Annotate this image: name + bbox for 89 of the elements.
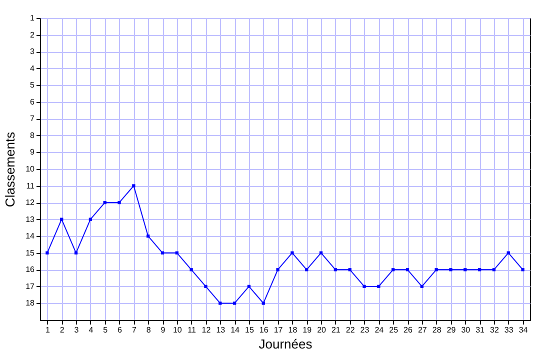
- x-tick-label: 15: [245, 326, 254, 334]
- point: [232, 302, 236, 305]
- point: [160, 251, 164, 254]
- x-tick-label: 11: [188, 326, 197, 334]
- x-tick-label: 17: [274, 326, 284, 334]
- point: [319, 251, 323, 254]
- point: [334, 268, 338, 272]
- y-tick-label: 2: [30, 30, 36, 40]
- x-tick-label: 26: [404, 326, 413, 334]
- y-tick-label: 7: [30, 114, 36, 124]
- point: [492, 268, 496, 272]
- x-tick-label: 21: [331, 326, 341, 334]
- x-tick-label: 10: [172, 326, 182, 334]
- x-tick-label: 2: [60, 326, 65, 334]
- y-tick-label: 3: [30, 47, 36, 56]
- x-tick-label: 30: [461, 326, 471, 334]
- point: [262, 302, 265, 305]
- point: [506, 251, 510, 254]
- point: [406, 268, 410, 272]
- x-tick-label: 33: [504, 326, 514, 334]
- point: [392, 268, 395, 272]
- x-tick-label: 28: [432, 326, 442, 334]
- point: [290, 251, 294, 254]
- y-tick-label: 15: [26, 248, 36, 258]
- y-tick-label: 17: [26, 282, 36, 291]
- x-tick-label: 12: [202, 326, 212, 334]
- x-tick-label: 14: [230, 326, 240, 334]
- y-tick-label: 6: [30, 97, 36, 106]
- y-tick-label: 13: [26, 214, 36, 224]
- x-tick-label: 4: [88, 326, 94, 334]
- point: [521, 268, 524, 272]
- point: [175, 251, 178, 254]
- x-tick-label: 27: [418, 326, 428, 334]
- point: [276, 268, 280, 272]
- point: [305, 268, 308, 272]
- x-tick-label: 24: [374, 326, 384, 334]
- x-tick-label: 32: [490, 326, 500, 334]
- y-tick-label: 10: [26, 164, 36, 174]
- y-tick-label: 1: [30, 14, 36, 22]
- point: [204, 284, 208, 288]
- x-tick-label: 22: [346, 326, 356, 334]
- point: [362, 284, 366, 288]
- y-tick-label: 12: [26, 198, 36, 208]
- point: [478, 268, 482, 272]
- point: [74, 251, 78, 254]
- point: [190, 268, 193, 272]
- x-tick-label: 19: [302, 326, 312, 334]
- x-tick-label: 6: [118, 326, 123, 334]
- point: [88, 218, 92, 221]
- x-tick-label: 20: [317, 326, 327, 334]
- point: [420, 284, 424, 288]
- point: [46, 251, 49, 254]
- point: [103, 200, 106, 204]
- point: [218, 302, 222, 305]
- x-tick-label: 23: [360, 326, 370, 334]
- x-tick-label: 9: [160, 326, 166, 334]
- y-tick-label: 14: [26, 232, 36, 241]
- x-tick-label: 13: [216, 326, 226, 334]
- line-series: [46, 184, 524, 305]
- y-tick-label: 16: [26, 265, 36, 274]
- x-tick-label: 25: [389, 326, 399, 334]
- y-tick-label: 18: [26, 298, 36, 308]
- x-tick-label: 5: [103, 326, 108, 334]
- point: [434, 268, 438, 272]
- y-tick-label: 5: [30, 80, 36, 90]
- y-axis-title: Classements: [2, 131, 18, 208]
- x-tick-label: 3: [74, 326, 80, 334]
- point: [247, 284, 251, 288]
- x-tick-label: 8: [146, 326, 152, 334]
- y-tick-label: 9: [30, 148, 36, 157]
- x-tick-label: 1: [45, 326, 50, 334]
- x-tick-label: 29: [446, 326, 456, 334]
- y-tick-label: 11: [26, 181, 36, 190]
- point: [464, 268, 467, 272]
- point: [348, 268, 352, 272]
- x-tick-label: 34: [518, 326, 528, 334]
- point: [146, 234, 150, 238]
- x-axis-title: Journées: [258, 336, 313, 352]
- point: [118, 200, 121, 204]
- x-tick-label: 16: [259, 326, 269, 334]
- x-tick-label: 18: [288, 326, 298, 334]
- point: [132, 184, 136, 188]
- point: [449, 268, 452, 272]
- x-tick-label: 31: [476, 326, 486, 334]
- x-tick-label: 7: [132, 326, 137, 334]
- point: [60, 218, 64, 221]
- y-tick-label: 4: [30, 64, 36, 73]
- point: [377, 284, 380, 288]
- y-tick-label: 8: [30, 130, 36, 140]
